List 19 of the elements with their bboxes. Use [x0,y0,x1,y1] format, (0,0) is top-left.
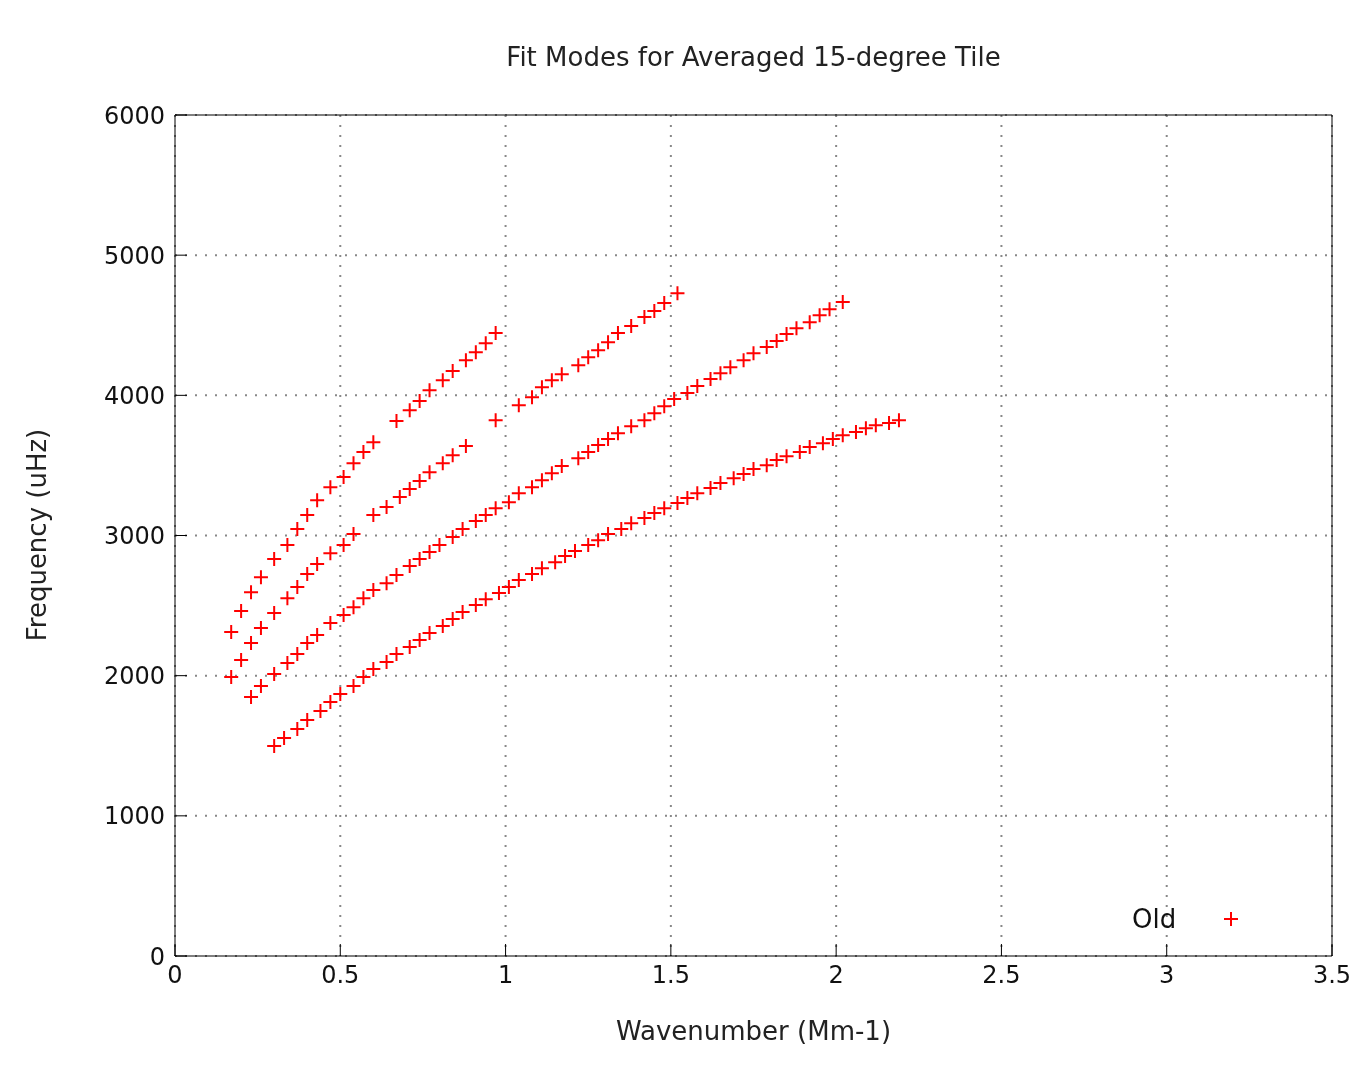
y-tick-label: 2000 [103,662,165,691]
x-tick-label: 0 [167,961,183,990]
x-tick-label: 2.5 [982,961,1021,990]
y-tick-label: 0 [149,942,165,971]
y-tick-label: 5000 [103,241,165,270]
x-tick-label: 3.5 [1312,961,1352,990]
x-axis-title: Wavenumber (Mm-1) [614,1016,893,1046]
y-tick-label: 4000 [103,381,165,410]
chart-title: Fit Modes for Averaged 15-degree Tile [505,42,1002,72]
x-tick-label: 1 [497,961,514,990]
x-tick-label: 3 [1159,961,1175,990]
y-tick-label: 6000 [103,101,165,130]
y-axis-title: Frequency (uHz) [21,427,51,643]
x-tick-label: 0.5 [321,961,360,990]
legend-label: Old [1132,904,1177,934]
x-tick-label: 1.5 [651,961,690,990]
y-tick-label: 3000 [103,522,165,551]
x-tick-label: 2 [828,961,844,990]
y-tick-label: 1000 [103,802,165,831]
